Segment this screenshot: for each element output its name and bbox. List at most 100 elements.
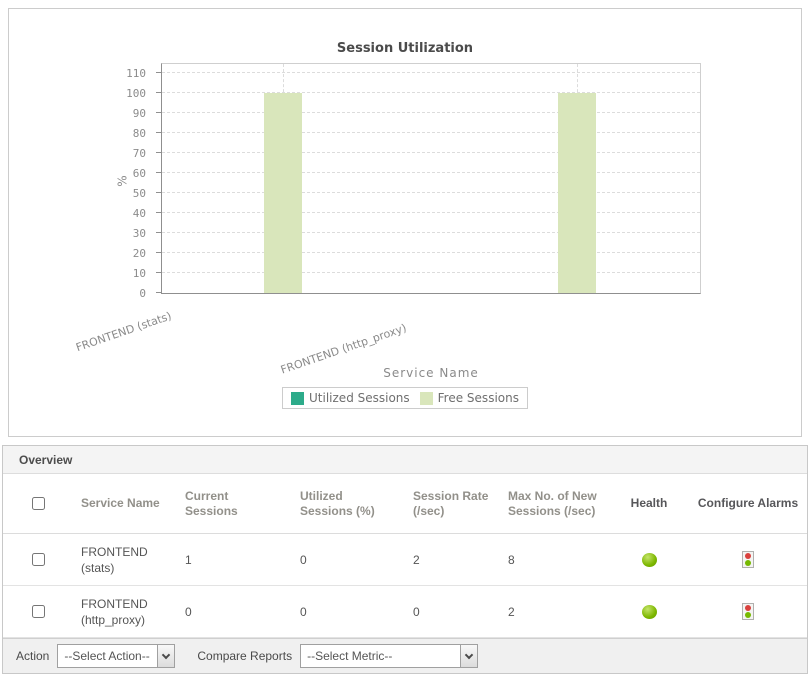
h-gridline: [162, 172, 700, 173]
h-gridline: [162, 152, 700, 153]
alarm-green-dot-icon: [745, 560, 751, 566]
table-row: FRONTEND (http_proxy) 0 0 0 2: [3, 586, 807, 638]
y-tick-label: 90: [132, 107, 146, 120]
y-tick-label: 10: [132, 267, 146, 280]
y-tick-mark: [156, 172, 162, 173]
col-header-session-rate: Session Rate (/sec): [413, 488, 489, 518]
compare-reports-select-value: --Select Metric--: [307, 649, 393, 663]
h-gridline: [162, 212, 700, 213]
y-tick-mark: [156, 92, 162, 93]
cell-session-rate: 2: [413, 552, 420, 567]
y-tick-label: 40: [132, 207, 146, 220]
action-select-value: --Select Action--: [64, 649, 150, 663]
y-axis-ticks: 0 10 20 30 40 50 60 70 80 90 100 110: [9, 63, 156, 300]
configure-alarms-icon[interactable]: [742, 551, 754, 568]
chart-title: Session Utilization: [336, 41, 474, 56]
table-row: FRONTEND (stats) 1 0 2 8: [3, 534, 807, 586]
legend-item-free: Free Sessions: [419, 391, 519, 405]
bar-segment: [264, 93, 302, 293]
y-tick-mark: [156, 132, 162, 133]
legend-box: Utilized Sessions Free Sessions: [282, 387, 528, 409]
y-tick-mark: [156, 112, 162, 113]
h-gridline: [162, 132, 700, 133]
session-utilization-chart-panel: Session Utilization % 0 10 20 30 40 50 60 70 80 9…: [8, 8, 802, 437]
h-gridline: [162, 252, 700, 253]
cell-service-name: FRONTEND (stats): [81, 544, 148, 575]
alarm-green-dot-icon: [745, 612, 751, 618]
row-checkbox[interactable]: [31, 553, 45, 566]
section-title: Overview: [19, 452, 73, 467]
row-checkbox-cell: [3, 605, 73, 618]
y-tick-label: 110: [126, 67, 146, 80]
overview-section: Overview Service Name Current Sessions U…: [2, 445, 808, 674]
h-gridline: [162, 72, 700, 73]
cell-health: [609, 604, 689, 619]
row-checkbox[interactable]: [31, 605, 45, 618]
y-tick-label: 60: [132, 167, 146, 180]
action-bar: Action --Select Action-- Compare Reports…: [3, 638, 807, 673]
chevron-down-icon[interactable]: [157, 645, 175, 667]
cell-configure-alarms: [689, 603, 807, 620]
configure-alarms-icon[interactable]: [742, 603, 754, 620]
col-header-configure-alarms: Configure Alarms: [697, 496, 799, 510]
h-gridline: [162, 232, 700, 233]
col-header-max-new-sessions: Max No. of New Sessions (/sec): [508, 488, 597, 518]
legend-item-utilized: Utilized Sessions: [291, 391, 410, 405]
col-header-current-sessions: Current Sessions: [185, 488, 238, 518]
y-tick-label: 100: [126, 87, 146, 100]
cell-health: [609, 552, 689, 567]
y-tick-mark: [156, 232, 162, 233]
alarm-red-dot-icon: [745, 553, 751, 559]
col-header-health: Health: [630, 496, 668, 510]
cell-current-sessions: 1: [185, 552, 192, 567]
legend-label: Utilized Sessions: [309, 391, 410, 405]
y-tick-label: 70: [132, 147, 146, 160]
cell-utilized-sessions: 0: [300, 604, 307, 619]
col-header-utilized-sessions: Utilized Sessions (%): [300, 488, 375, 518]
y-tick-mark: [156, 272, 162, 273]
cell-configure-alarms: [689, 551, 807, 568]
table-header-row: Service Name Current Sessions Utilized S…: [3, 474, 807, 534]
y-tick-mark: [156, 212, 162, 213]
cell-current-sessions: 0: [185, 604, 192, 619]
y-tick-mark: [156, 292, 162, 293]
chevron-down-icon[interactable]: [460, 645, 478, 667]
overview-titlebar: Overview: [3, 446, 807, 474]
y-tick-label: 50: [132, 187, 146, 200]
plot-area: [156, 63, 701, 294]
h-gridline: [162, 92, 700, 93]
compare-reports-label: Compare Reports: [197, 649, 293, 663]
y-tick-label: 20: [132, 247, 146, 260]
legend-label: Free Sessions: [437, 391, 519, 405]
health-up-icon: [641, 604, 657, 619]
legend-swatch-free-icon: [419, 391, 433, 405]
bar-segment: [558, 93, 596, 293]
cell-utilized-sessions: 0: [300, 552, 307, 567]
col-header-service-name: Service Name: [81, 496, 160, 510]
y-tick-mark: [156, 252, 162, 253]
x-axis-category-label: FRONTEND (stats): [74, 309, 174, 355]
cell-service-name: FRONTEND (http_proxy): [81, 596, 148, 627]
y-tick-label: 30: [132, 227, 146, 240]
y-tick-label: 0: [139, 287, 146, 300]
chart-legend: Utilized Sessions Free Sessions: [9, 387, 801, 409]
cell-session-rate: 0: [413, 604, 420, 619]
legend-swatch-utilized-icon: [291, 391, 305, 405]
alarm-red-dot-icon: [745, 605, 751, 611]
y-tick-label: 80: [132, 127, 146, 140]
action-label: Action: [16, 649, 50, 663]
h-gridline: [162, 272, 700, 273]
h-gridline: [162, 112, 700, 113]
compare-reports-select[interactable]: --Select Metric--: [300, 644, 479, 668]
action-select[interactable]: --Select Action--: [57, 644, 176, 668]
header-checkbox-cell: [3, 497, 73, 510]
y-tick-mark: [156, 72, 162, 73]
health-up-icon: [641, 552, 657, 567]
y-tick-mark: [156, 152, 162, 153]
y-tick-mark: [156, 192, 162, 193]
row-checkbox-cell: [3, 553, 73, 566]
select-all-checkbox[interactable]: [31, 497, 45, 510]
cell-max-new-sessions: 8: [508, 552, 515, 567]
h-gridline: [162, 192, 700, 193]
